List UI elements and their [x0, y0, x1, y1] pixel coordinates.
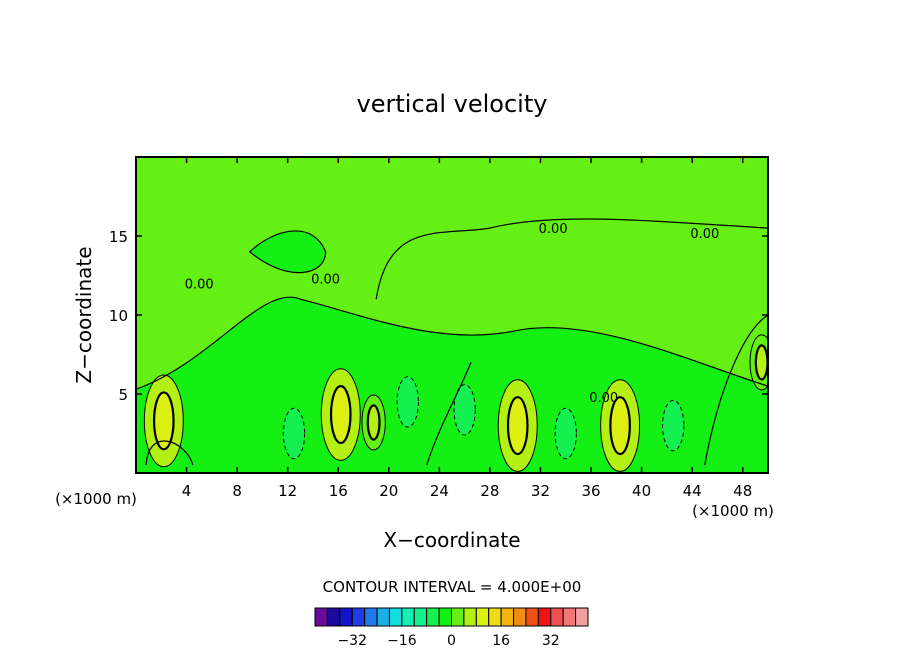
colorbar-swatch: [364, 607, 378, 627]
contour-lines: [136, 218, 768, 472]
updraft-core: [507, 397, 528, 455]
positive-contour: [329, 385, 352, 445]
zero-contour: [704, 314, 768, 466]
x-tick-label: 40: [632, 482, 651, 500]
positive-contour: [143, 374, 184, 468]
colorbar-swatch: [438, 607, 453, 627]
x-tick-label: 48: [733, 482, 752, 500]
positive-contour: [152, 391, 175, 451]
zero-contour: [375, 218, 768, 300]
y-tick-label: 15: [109, 228, 128, 246]
colorbar-swatch: [575, 607, 589, 627]
x-tick-label: 4: [182, 482, 192, 500]
negative-contour: [662, 399, 685, 452]
colorbar-label: 0: [447, 633, 456, 649]
downdraft-core: [397, 376, 419, 428]
downdraft-core: [454, 384, 476, 436]
negative-contour: [554, 407, 577, 460]
contour-value-label: 0.00: [589, 391, 618, 406]
downdraft-core: [662, 400, 684, 451]
y-axis-label: Z−coordinate: [72, 246, 96, 383]
x-tick-label: 36: [581, 482, 600, 500]
colorbar-swatch: [488, 607, 502, 627]
x-tick-label: 8: [232, 482, 242, 500]
colorbar-swatch: [513, 607, 527, 627]
colorbar-labels: −32 −16 0 16 32: [337, 633, 559, 649]
colorbar-swatch: [562, 607, 577, 627]
contour-value-label: 0.00: [539, 222, 568, 237]
colorbar-label: −16: [387, 633, 417, 649]
updraft-core: [154, 392, 174, 450]
colorbar-swatch: [388, 607, 403, 627]
colorbar-swatch: [314, 607, 328, 627]
contour-value-label: 0.00: [185, 277, 214, 292]
downdraft-core: [555, 408, 577, 459]
colorbar-swatch: [550, 607, 564, 627]
colorbar-swatch: [351, 607, 366, 627]
weak-downdraft-upper: [249, 230, 326, 273]
updraft-core: [331, 386, 351, 443]
zero-contour: [145, 440, 194, 466]
colorbar-swatch: [500, 607, 515, 627]
positive-contour: [497, 379, 538, 472]
colorbar-swatch: [376, 607, 390, 627]
positive-contour: [609, 396, 631, 456]
colorbar-swatch: [413, 607, 428, 627]
zero-contour: [248, 230, 327, 274]
x-tick-label: 16: [329, 482, 348, 500]
updraft-core: [755, 345, 768, 380]
positive-contour: [320, 368, 361, 461]
colorbar: [314, 607, 589, 627]
colorbar-label: −32: [337, 633, 367, 649]
x-axis: 4 8 12 16 20 24 28 32 36 40 44 48: [182, 157, 752, 500]
colorbar-swatch: [426, 607, 440, 627]
positive-contour: [749, 334, 768, 391]
x-tick-label: 32: [531, 482, 550, 500]
colorbar-label: 16: [492, 633, 510, 649]
positive-contour: [366, 404, 381, 441]
colorbar-swatch: [475, 607, 490, 627]
x-unit-right: (×1000 m): [692, 502, 774, 520]
colorbar-label: 32: [542, 633, 560, 649]
colorbar-swatch: [463, 607, 477, 627]
updraft-core: [367, 405, 380, 440]
x-tick-label: 28: [480, 482, 499, 500]
x-tick-label: 44: [683, 482, 702, 500]
positive-contour: [361, 394, 386, 451]
x-tick-label: 24: [430, 482, 449, 500]
colorbar-swatch: [401, 607, 415, 627]
velocity-field: [136, 157, 768, 473]
y-tick-label: 10: [109, 307, 128, 325]
y-tick-label: 5: [118, 386, 128, 404]
zero-contour: [426, 362, 472, 466]
colorbar-swatch: [537, 607, 552, 627]
positive-contour: [600, 379, 641, 472]
y-axis: 5 10 15: [109, 228, 768, 404]
contour-value-label: 0.00: [690, 227, 719, 242]
downdraft-core: [283, 408, 305, 459]
contour-value-label: 0.00: [311, 273, 340, 288]
updraft-core: [610, 397, 630, 455]
x-tick-label: 20: [379, 482, 398, 500]
colorbar-swatch: [339, 607, 353, 627]
chart-title: vertical velocity: [357, 90, 548, 118]
positive-contour: [506, 396, 529, 456]
colorbar-swatch: [326, 607, 341, 627]
negative-contour: [396, 376, 419, 428]
colorbar-swatch: [525, 607, 539, 627]
negative-contour: [453, 384, 476, 436]
contour-interval: CONTOUR INTERVAL = 4.000E+00: [323, 578, 582, 596]
contour-labels: 0.00 0.00 0.00 0.00 0.00: [185, 222, 720, 406]
x-axis-label: X−coordinate: [383, 528, 520, 552]
zero-contour: [136, 296, 768, 390]
colorbar-swatch: [451, 607, 465, 627]
x-unit-left: (×1000 m): [55, 490, 137, 508]
x-tick-label: 12: [278, 482, 297, 500]
negative-contour: [282, 407, 306, 460]
